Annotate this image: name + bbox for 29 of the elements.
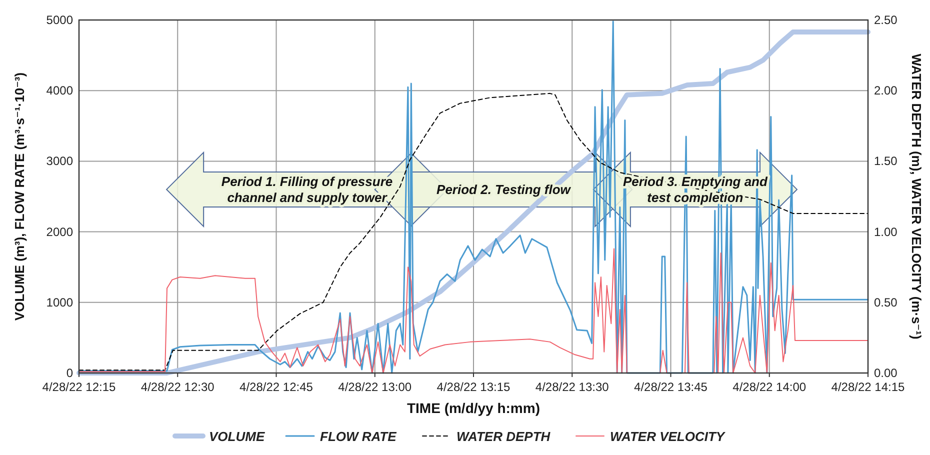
x-tick-label: 4/28/22 14:00 [732,380,806,394]
x-tick-label: 4/28/22 12:15 [42,380,116,394]
y2-tick-label: 1.00 [874,224,898,239]
x-tick-label: 4/28/22 13:00 [338,380,412,394]
x-tick-label: 4/28/22 12:30 [140,380,215,394]
x-tick-label: 4/28/22 13:45 [634,380,708,394]
y2-tick-label: 0.50 [874,295,898,310]
x-tick-label: 4/28/22 13:30 [535,380,610,394]
x-axis-title: TIME (m/d/yy h:mm) [406,400,540,416]
y2-tick-label: 1.50 [874,154,898,168]
y-axis-title: VOLUME (m³), FLOW RATE (m³·s⁻¹·10⁻³) [12,72,27,321]
y-tick-label: 5000 [46,13,74,27]
x-tick-label: 4/28/22 12:45 [240,380,314,394]
y-tick-label: 3000 [46,154,74,168]
y-tick-label: 1000 [46,295,74,310]
y2-tick-label: 2.00 [874,84,898,98]
y-tick-label: 2000 [46,224,74,239]
annotation: Period 2. Testing flow [436,182,572,197]
y-tick-label: 0 [66,366,74,380]
y-tick-label: 4000 [46,84,74,98]
x-tick-label: 4/28/22 13:15 [436,380,511,394]
legend-label: WATER VELOCITY [610,429,726,444]
legend-label: FLOW RATE [320,429,397,444]
y2-tick-label: 0.00 [874,366,898,380]
y2-tick-label: 2.50 [874,13,898,27]
legend-label: VOLUME [209,429,265,444]
x-tick-label: 4/28/22 14:15 [831,380,906,394]
y2-axis-title: WATER DEPTH (m), WATER VELOCITY (m·s⁻¹) [909,54,924,340]
legend-label: WATER DEPTH [456,429,551,444]
